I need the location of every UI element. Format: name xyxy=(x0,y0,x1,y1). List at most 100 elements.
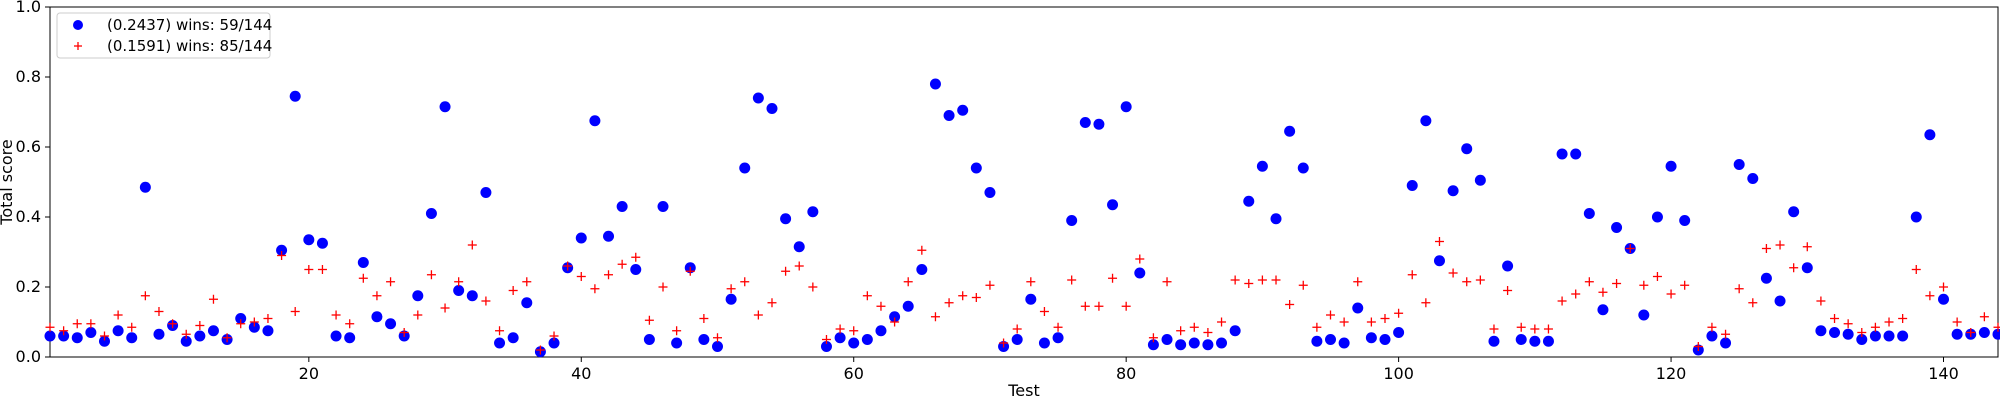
data-point-circle xyxy=(507,332,519,344)
data-point-circle xyxy=(371,311,383,323)
data-point-plus xyxy=(1312,322,1322,332)
data-point-circle xyxy=(1897,330,1909,342)
data-point-plus xyxy=(1530,324,1540,334)
data-point-plus xyxy=(685,266,695,276)
data-point-plus xyxy=(72,319,82,329)
data-point-circle xyxy=(1107,199,1119,211)
data-point-circle xyxy=(616,201,628,212)
data-point-circle xyxy=(1284,125,1296,137)
series-0 xyxy=(44,78,2000,358)
x-tick-label: 40 xyxy=(571,364,591,383)
data-point-plus xyxy=(1298,280,1308,290)
data-point-circle xyxy=(889,311,901,323)
data-point-plus xyxy=(1843,319,1853,329)
data-point-circle xyxy=(1801,262,1813,274)
data-point-plus xyxy=(604,270,614,280)
data-point-circle xyxy=(1720,337,1732,349)
y-tick-label: 0.2 xyxy=(16,277,41,296)
data-point-circle xyxy=(425,208,437,219)
data-point-plus xyxy=(1366,317,1376,327)
y-tick-label: 0.0 xyxy=(16,347,41,366)
data-point-circle xyxy=(1474,174,1486,186)
data-point-circle xyxy=(603,230,615,242)
data-point-circle xyxy=(643,334,655,345)
y-tick-label: 0.6 xyxy=(16,137,41,156)
data-point-plus xyxy=(1707,322,1717,332)
data-point-circle xyxy=(752,92,764,104)
data-point-plus xyxy=(1557,296,1567,306)
data-point-circle xyxy=(71,332,83,344)
data-point-plus xyxy=(1516,322,1526,332)
data-point-circle xyxy=(1597,304,1609,316)
x-axis-label: Test xyxy=(1007,381,1040,400)
data-point-plus xyxy=(740,277,750,287)
data-point-plus xyxy=(1761,244,1771,253)
data-point-circle xyxy=(957,104,969,116)
data-point-plus xyxy=(154,307,164,316)
data-point-plus xyxy=(1925,291,1935,301)
data-point-plus xyxy=(1639,280,1649,290)
data-point-plus xyxy=(917,245,927,255)
data-point-plus xyxy=(672,326,682,336)
data-point-circle xyxy=(916,264,928,275)
data-point-plus xyxy=(1271,275,1281,285)
data-point-plus xyxy=(277,251,287,260)
data-point-circle xyxy=(1079,117,1091,128)
data-point-plus xyxy=(1884,317,1894,327)
data-point-plus xyxy=(1584,277,1594,287)
data-point-circle xyxy=(1515,334,1527,345)
data-point-plus xyxy=(1952,317,1962,327)
data-point-circle xyxy=(575,232,587,244)
data-point-plus xyxy=(1108,273,1118,283)
legend: (0.2437) wins: 59/144 (0.1591) wins: 85/… xyxy=(56,12,272,59)
data-point-circle xyxy=(875,325,887,337)
data-point-circle xyxy=(1120,101,1132,113)
plot-frame xyxy=(49,6,1999,358)
data-point-circle xyxy=(1025,293,1037,305)
data-point-plus xyxy=(794,261,804,271)
data-point-circle xyxy=(85,327,97,338)
data-point-plus xyxy=(1053,322,1063,332)
x-tick-label: 60 xyxy=(844,364,864,383)
data-point-circle xyxy=(1488,335,1500,347)
data-point-plus xyxy=(426,270,436,280)
data-point-plus xyxy=(1067,275,1077,285)
data-point-plus xyxy=(1217,317,1227,327)
data-point-circle xyxy=(1869,330,1881,342)
data-point-circle xyxy=(1583,208,1595,219)
y-tick-label: 0.8 xyxy=(16,67,41,86)
data-point-circle xyxy=(1420,115,1432,127)
data-point-circle xyxy=(357,257,369,268)
data-point-circle xyxy=(1147,339,1159,351)
data-point-plus xyxy=(168,319,178,329)
data-point-plus xyxy=(1898,314,1908,323)
data-point-circle xyxy=(1747,173,1759,184)
data-point-plus xyxy=(1176,326,1186,336)
x-tick-label: 100 xyxy=(1383,364,1414,383)
data-point-plus xyxy=(563,261,573,271)
data-point-plus xyxy=(195,321,205,330)
data-point-circle xyxy=(1502,260,1514,272)
data-point-plus xyxy=(1203,328,1213,337)
data-point-circle xyxy=(861,334,873,345)
legend-box xyxy=(56,12,271,59)
data-point-plus xyxy=(944,298,954,308)
data-point-plus xyxy=(440,303,450,313)
data-point-plus xyxy=(712,333,722,343)
data-point-plus xyxy=(1625,244,1635,253)
series-layer xyxy=(44,78,2000,358)
data-point-plus xyxy=(821,335,831,344)
data-point-circle xyxy=(1978,327,1990,338)
data-point-circle xyxy=(1161,334,1173,345)
data-point-plus xyxy=(372,291,382,301)
data-point-circle xyxy=(466,290,478,302)
data-point-circle xyxy=(1175,339,1187,351)
data-point-circle xyxy=(657,201,669,212)
data-point-plus xyxy=(726,284,736,294)
data-point-circle xyxy=(1638,309,1650,321)
data-point-plus xyxy=(45,322,55,332)
data-point-plus xyxy=(699,314,709,323)
data-point-plus xyxy=(767,298,777,308)
data-point-plus xyxy=(317,265,327,274)
data-point-circle xyxy=(943,110,955,121)
